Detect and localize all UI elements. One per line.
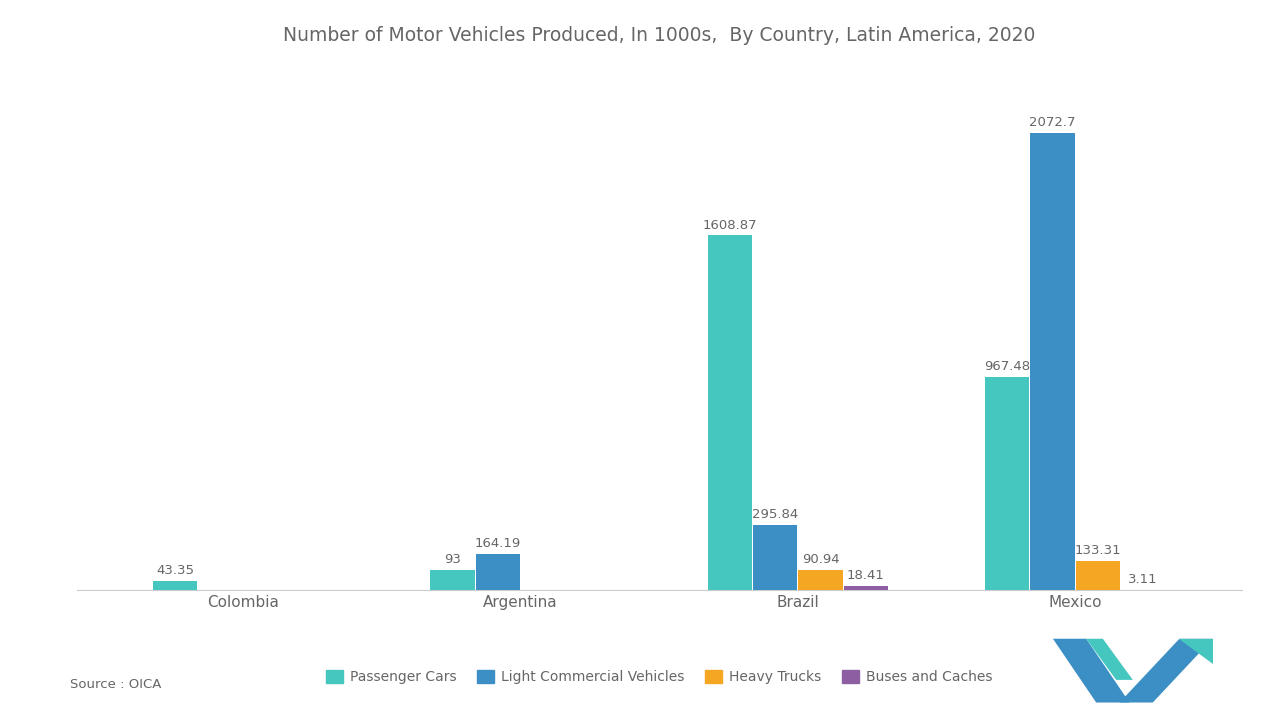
Bar	[1030, 133, 1075, 590]
Polygon shape	[1087, 639, 1133, 680]
Text: 3.11: 3.11	[1128, 572, 1158, 586]
Bar	[430, 570, 475, 590]
Text: 43.35: 43.35	[156, 564, 195, 577]
Legend: Passenger Cars, Light Commercial Vehicles, Heavy Trucks, Buses and Caches: Passenger Cars, Light Commercial Vehicle…	[321, 665, 997, 690]
Text: 90.94: 90.94	[801, 554, 840, 567]
Polygon shape	[1179, 639, 1212, 665]
Bar	[799, 570, 842, 590]
Polygon shape	[1053, 639, 1129, 703]
Polygon shape	[1120, 639, 1212, 703]
Title: Number of Motor Vehicles Produced, In 1000s,  By Country, Latin America, 2020: Number of Motor Vehicles Produced, In 10…	[283, 27, 1036, 45]
Text: 1608.87: 1608.87	[703, 218, 758, 232]
Text: 295.84: 295.84	[753, 508, 799, 521]
Bar	[844, 586, 888, 590]
Text: 967.48: 967.48	[984, 360, 1030, 373]
Text: 133.31: 133.31	[1074, 544, 1121, 557]
Bar	[154, 581, 197, 590]
Text: 2072.7: 2072.7	[1029, 116, 1075, 129]
Bar	[708, 235, 753, 590]
Text: 164.19: 164.19	[475, 537, 521, 550]
Bar	[476, 554, 520, 590]
Text: 93: 93	[444, 553, 461, 566]
Text: 18.41: 18.41	[847, 570, 884, 582]
Text: Source : OICA: Source : OICA	[70, 678, 161, 690]
Bar	[986, 377, 1029, 590]
Bar	[753, 525, 797, 590]
Bar	[1075, 561, 1120, 590]
